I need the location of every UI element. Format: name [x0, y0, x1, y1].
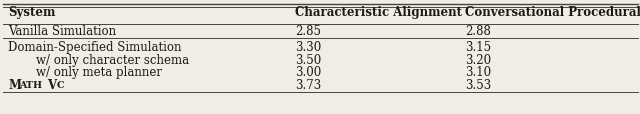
Text: System: System: [8, 6, 56, 19]
Text: M: M: [8, 79, 21, 92]
Text: w/ only meta planner: w/ only meta planner: [36, 66, 162, 79]
Text: 3.00: 3.00: [295, 66, 321, 79]
Text: 3.10: 3.10: [465, 66, 491, 79]
Text: C: C: [57, 81, 65, 90]
Text: ATH: ATH: [19, 81, 42, 90]
Text: Domain-Specified Simulation: Domain-Specified Simulation: [8, 41, 182, 54]
Text: 3.73: 3.73: [295, 79, 321, 92]
Text: 3.50: 3.50: [295, 54, 321, 67]
Text: 3.53: 3.53: [465, 79, 492, 92]
Text: Characteristic Alignment: Characteristic Alignment: [295, 6, 462, 19]
Text: 3.20: 3.20: [465, 54, 491, 67]
Text: 3.30: 3.30: [295, 41, 321, 54]
Text: Vanilla Simulation: Vanilla Simulation: [8, 25, 116, 38]
Text: w/ only character schema: w/ only character schema: [36, 54, 189, 67]
Text: Conversational Procedural Alignment: Conversational Procedural Alignment: [465, 6, 640, 19]
Text: 2.85: 2.85: [295, 25, 321, 38]
Text: 3.15: 3.15: [465, 41, 491, 54]
Text: V: V: [47, 79, 56, 92]
Text: 2.88: 2.88: [465, 25, 491, 38]
